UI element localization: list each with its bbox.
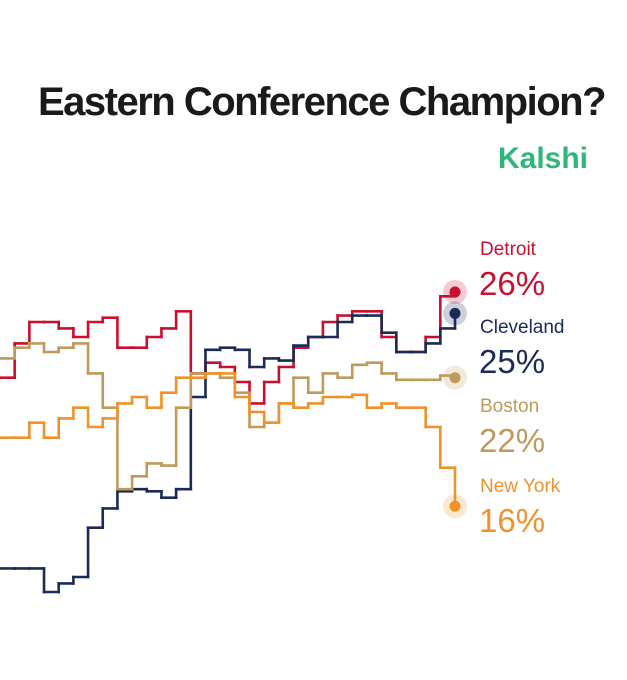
end-value-label: 16% xyxy=(479,502,545,539)
end-value-label: 26% xyxy=(479,265,545,302)
source-logo: Kalshi xyxy=(498,142,588,175)
legend: Detroit 26% Cleveland 25% Boston 22% New York 1… xyxy=(479,239,565,539)
end-dot xyxy=(449,500,461,512)
legend-name: Detroit xyxy=(480,239,537,260)
legend-name: Boston xyxy=(480,396,539,417)
series-line xyxy=(0,280,467,405)
end-dot xyxy=(449,286,461,298)
end-value-label: 22% xyxy=(479,422,545,459)
end-dot xyxy=(449,372,461,384)
legend-name: Cleveland xyxy=(480,317,565,338)
plot-area xyxy=(0,280,467,594)
chart-title: Eastern Conference Champion? xyxy=(38,80,605,124)
series-line xyxy=(0,301,467,594)
end-dot xyxy=(449,307,461,319)
legend-name: New York xyxy=(480,476,561,497)
end-value-label: 25% xyxy=(479,343,545,380)
series-line xyxy=(0,342,467,491)
series-line xyxy=(0,372,467,519)
